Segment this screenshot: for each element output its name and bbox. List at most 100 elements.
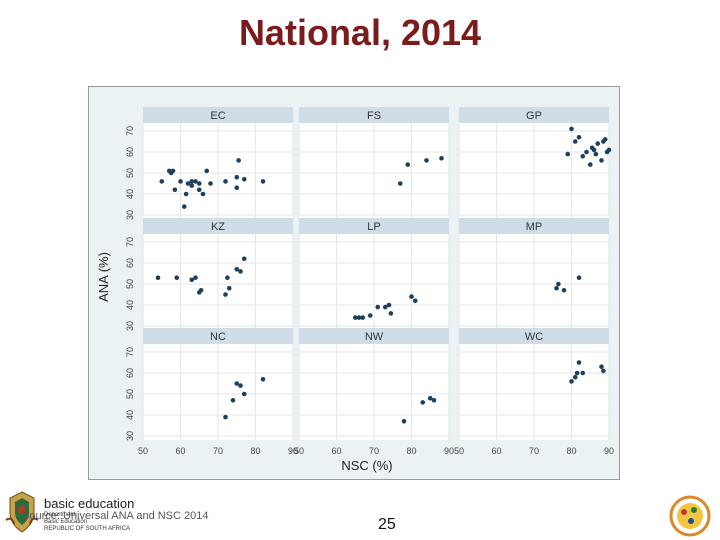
logo-brand-text: basic education — [44, 496, 135, 511]
data-point-gp — [593, 151, 599, 157]
x-tick-label: 90 — [444, 446, 454, 456]
data-point-ec — [172, 187, 178, 193]
data-point-lp — [412, 298, 418, 304]
data-point-gp — [565, 151, 571, 157]
x-tick-label: 70 — [213, 446, 223, 456]
data-point-kz — [238, 269, 243, 274]
y-tick-label: 50 — [125, 389, 135, 399]
x-tick-label: 60 — [175, 446, 185, 456]
data-point-gp — [569, 126, 574, 132]
data-point-kz — [241, 256, 247, 262]
x-tick-label: 80 — [250, 446, 260, 456]
facet-strip-mp — [459, 218, 609, 234]
data-point-nc — [241, 391, 247, 397]
x-axis-label: NSC (%) — [341, 458, 392, 473]
data-point-kz — [226, 285, 232, 291]
facet-label-ec: EC — [210, 110, 225, 122]
y-tick-label: 40 — [125, 410, 135, 420]
department-logo: basic education Department: Basic Educat… — [4, 490, 214, 538]
facet-strip-nc — [143, 328, 293, 344]
data-point-lp — [367, 313, 373, 318]
data-point-mp — [556, 281, 561, 287]
data-point-ec — [193, 179, 198, 184]
source-note: Source: Universal ANA and NSC 2014 — [22, 510, 209, 522]
data-point-ec — [236, 158, 241, 163]
x-tick-label: 90 — [288, 446, 298, 456]
y-tick-label: 50 — [125, 168, 135, 178]
y-axis-label: ANA (%) — [96, 252, 111, 302]
data-point-lp — [360, 315, 366, 320]
data-point-lp — [388, 311, 394, 316]
x-tick-label: 80 — [566, 446, 576, 456]
y-tick-label: 70 — [125, 347, 135, 357]
data-point-wc — [572, 374, 578, 380]
x-tick-label: 60 — [331, 446, 341, 456]
facet-strip-wc — [459, 328, 609, 344]
facet-strip-kz — [143, 218, 293, 234]
data-point-ec — [223, 179, 228, 184]
data-point-kz — [198, 288, 204, 293]
data-point-ec — [170, 168, 176, 174]
data-point-gp — [595, 141, 601, 146]
scatter-facet-chart: EC 30 40 50 60 70 FS GP KZ 30 40 50 60 70 LP MP NC 30 40 50… — [96, 107, 614, 473]
data-point-ec — [181, 204, 187, 209]
data-point-lp — [375, 304, 381, 310]
facet-label-nc: NC — [210, 331, 226, 343]
x-tick-label: 50 — [138, 446, 148, 456]
facet-strip-ec — [143, 107, 293, 123]
x-tick-label: 80 — [406, 446, 416, 456]
y-tick-label: 30 — [125, 321, 135, 331]
data-point-fs — [405, 162, 411, 167]
logo-line-3: REPUBLIC OF SOUTH AFRICA — [44, 526, 131, 532]
data-point-gp — [572, 139, 578, 144]
y-tick-label: 60 — [125, 258, 135, 268]
data-point-fs — [439, 156, 444, 161]
y-tick-label: 40 — [125, 300, 135, 310]
data-point-ec — [178, 179, 183, 184]
data-point-ec — [183, 191, 189, 197]
data-point-nc — [238, 383, 243, 388]
data-point-nw — [427, 395, 433, 401]
facet-label-kz: KZ — [211, 221, 225, 233]
data-point-kz — [223, 292, 228, 297]
data-point-ec — [189, 179, 195, 184]
facet-strip-lp — [299, 218, 449, 234]
data-point-lp — [356, 315, 362, 320]
facet-label-wc: WC — [525, 331, 543, 343]
x-tick-label: 70 — [529, 446, 539, 456]
data-point-mp — [554, 285, 559, 291]
slide-title: National, 2014 — [238, 12, 482, 53]
y-tick-label: 40 — [125, 189, 135, 199]
logo-line-1: Department: — [44, 512, 78, 518]
data-point-lp — [386, 302, 392, 308]
y-tick-label: 30 — [125, 431, 135, 441]
data-point-ec — [200, 191, 206, 197]
data-point-gp — [587, 162, 593, 167]
data-point-wc — [574, 370, 580, 376]
data-point-ec — [159, 179, 165, 184]
data-point-mp — [576, 275, 582, 280]
y-tick-label: 60 — [125, 368, 135, 378]
data-point-ec — [185, 181, 191, 186]
y-tick-label: 60 — [125, 147, 135, 157]
data-point-nw — [431, 398, 437, 403]
data-point-lp — [409, 294, 414, 299]
data-point-nw — [401, 419, 407, 424]
data-point-nc — [234, 381, 240, 386]
data-point-gp — [584, 149, 589, 155]
data-point-kz — [225, 275, 230, 280]
anniversary-logo-icon — [669, 495, 711, 537]
page-number: 25 — [378, 516, 396, 533]
data-point-ec — [234, 185, 240, 190]
data-point-kz — [193, 275, 198, 280]
data-point-ec — [208, 181, 213, 186]
data-point-nc — [230, 398, 236, 403]
data-point-gp — [599, 158, 604, 163]
data-point-kz — [189, 277, 195, 283]
data-point-ec — [189, 183, 195, 188]
data-point-kz — [234, 267, 240, 272]
data-point-nc — [260, 377, 266, 382]
x-tick-label: 60 — [491, 446, 501, 456]
chart-frame: EC 30 40 50 60 70 FS GP KZ 30 40 50 60 70 LP MP NC 30 40 50… — [88, 86, 620, 480]
facet-label-lp: LP — [367, 221, 380, 233]
